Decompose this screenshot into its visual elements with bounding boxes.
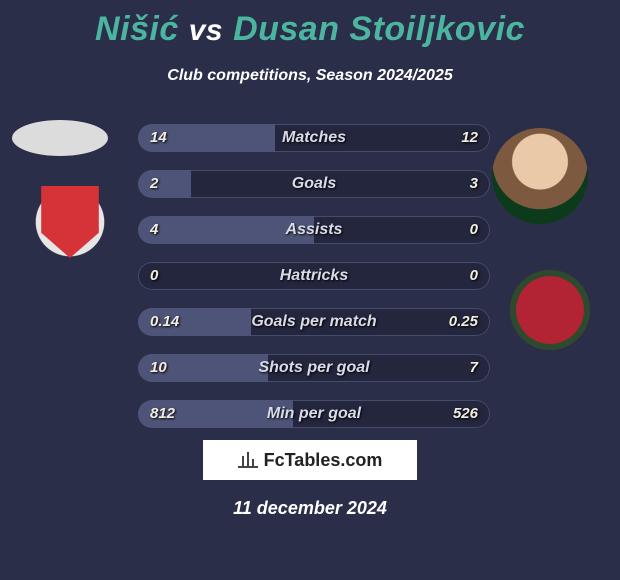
stats-panel: 1412Matches 23Goals 40Assists 00Hattricks 0.… <box>138 124 490 446</box>
stat-label: Shots per goal <box>138 354 490 382</box>
player-left-photo <box>12 120 108 156</box>
stat-label: Goals <box>138 170 490 198</box>
player-right-name: Dusan Stoiljkovic <box>233 10 525 48</box>
stat-row: 107Shots per goal <box>138 354 490 382</box>
stat-row: 40Assists <box>138 216 490 244</box>
club-crest-right <box>500 260 600 360</box>
club-crest-left <box>20 172 120 272</box>
stat-label: Hattricks <box>138 262 490 290</box>
stat-row: 00Hattricks <box>138 262 490 290</box>
stat-label: Goals per match <box>138 308 490 336</box>
stat-row: 23Goals <box>138 170 490 198</box>
source-badge: FcTables.com <box>203 440 417 480</box>
snapshot-date: 11 december 2024 <box>0 498 620 519</box>
competition-subtitle: Club competitions, Season 2024/2025 <box>0 67 620 85</box>
stat-label: Min per goal <box>138 400 490 428</box>
vs-separator: vs <box>189 14 223 47</box>
player-right-photo <box>492 128 588 224</box>
stat-row: 812526Min per goal <box>138 400 490 428</box>
barchart-icon <box>238 452 258 468</box>
stat-row: 0.140.25Goals per match <box>138 308 490 336</box>
stat-label: Assists <box>138 216 490 244</box>
player-left-name: Nišić <box>95 10 179 48</box>
stat-label: Matches <box>138 124 490 152</box>
source-text: FcTables.com <box>264 450 383 471</box>
stat-row: 1412Matches <box>138 124 490 152</box>
comparison-title: Nišić vs Dusan Stoiljkovic <box>0 0 620 49</box>
